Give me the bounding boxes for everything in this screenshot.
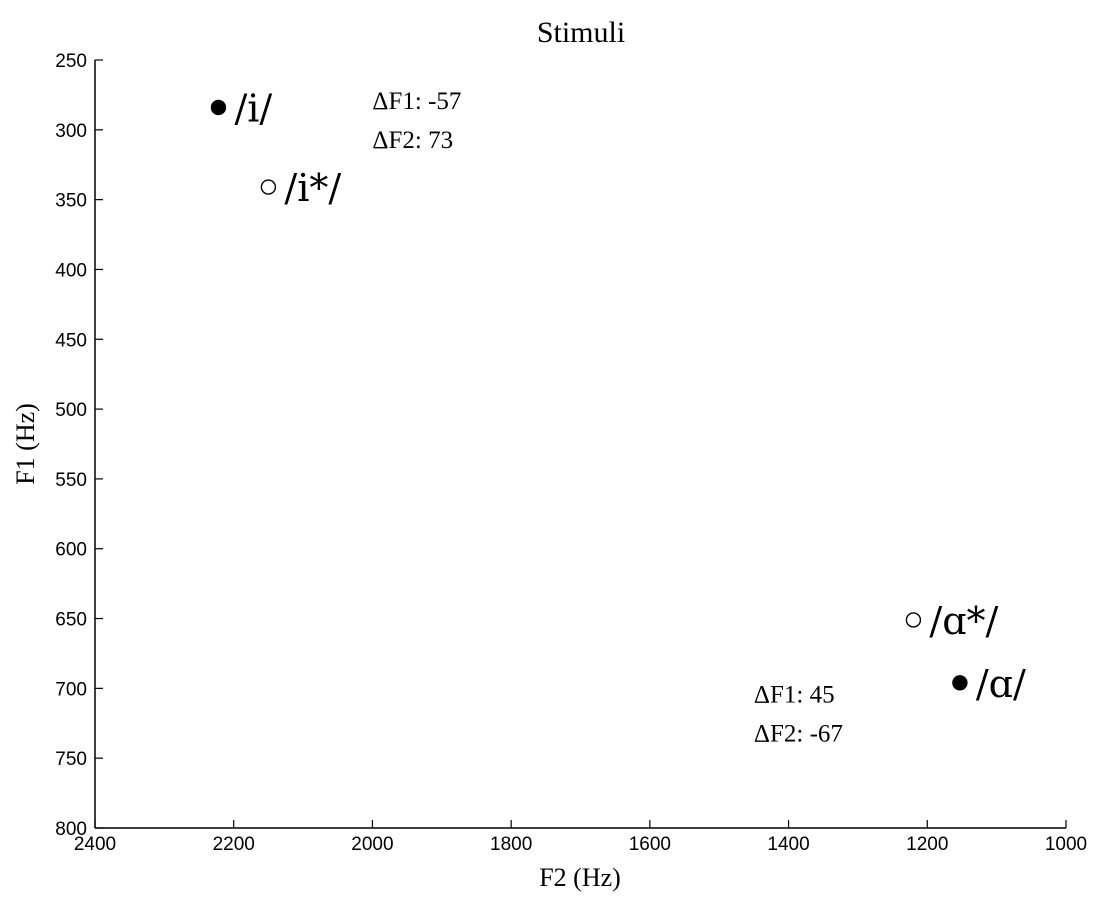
point-label: /i*/ [284, 166, 341, 210]
x-axis-label: F2 (Hz) [539, 863, 621, 892]
y-tick-label: 300 [55, 121, 87, 142]
x-tick-label: 2200 [213, 834, 255, 855]
delta-annotation: ΔF1: 45 [754, 681, 835, 708]
y-tick-label: 450 [55, 330, 87, 351]
open-point [260, 179, 277, 195]
annotations: ΔF1: -57 ΔF2: 73 ΔF1: 45 ΔF2: -67 [372, 88, 842, 747]
delta-annotation: ΔF2: -67 [754, 720, 843, 747]
x-tick-label: 1800 [490, 834, 532, 855]
point-label: /i/ [234, 86, 272, 130]
filled-point [952, 675, 968, 691]
y-tick-label: 350 [55, 191, 87, 212]
data-points: /i/ /i*/ /ɑ*/ /ɑ/ [210, 86, 1026, 706]
x-tick-label: 2000 [351, 834, 393, 855]
x-tick-label: 2400 [74, 834, 116, 855]
point-label: /ɑ/ [976, 662, 1026, 706]
y-tick-label: 700 [55, 679, 87, 700]
delta-annotation: ΔF1: -57 [372, 88, 461, 115]
y-tick-label: 550 [55, 470, 87, 491]
y-tick-label: 750 [55, 749, 87, 770]
y-tick-label: 650 [55, 610, 87, 631]
y-axis-label: F1 (Hz) [11, 403, 40, 485]
y-tick-label: 500 [55, 400, 87, 421]
y-tick-label: 250 [55, 51, 87, 72]
y-tick-label: 400 [55, 260, 87, 281]
point-label: /ɑ*/ [929, 599, 998, 643]
filled-point [210, 99, 227, 116]
axes [94, 60, 1066, 829]
y-tick-label: 600 [55, 540, 87, 561]
x-tick-label: 1000 [1045, 834, 1087, 855]
delta-annotation: ΔF2: 73 [372, 127, 453, 154]
x-ticks: 2400 2200 2000 1800 1600 1400 1200 1000 [74, 820, 1087, 855]
y-tick-label: 800 [55, 819, 87, 840]
open-point [905, 612, 922, 628]
x-tick-label: 1600 [629, 834, 671, 855]
x-tick-label: 1400 [767, 834, 809, 855]
chart-title: Stimuli [537, 16, 625, 49]
x-tick-label: 1200 [906, 834, 948, 855]
y-ticks: 250 300 350 400 450 500 550 600 650 700 750 800 [55, 51, 103, 840]
